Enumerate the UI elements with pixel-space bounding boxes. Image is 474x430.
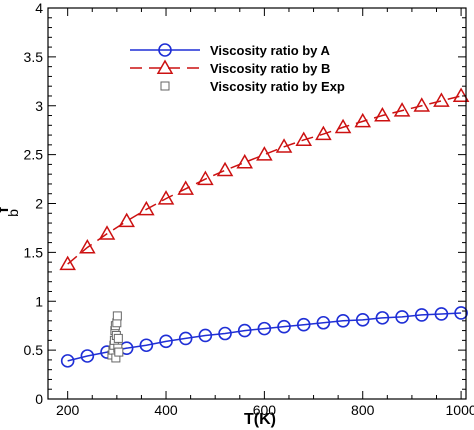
data-point [118,212,135,228]
legend-marker [156,59,174,74]
data-point [198,328,213,343]
y-tick-label: 3 [35,98,43,114]
series-2 [107,311,124,363]
y-axis-label-group: f b [0,207,21,217]
series-line [67,95,462,265]
data-point [414,308,429,322]
x-tick-label: 400 [154,402,178,418]
data-point [334,118,352,134]
data-point [177,180,194,195]
data-point [316,315,331,330]
data-point [395,310,409,324]
legend-marker [158,43,172,57]
y-tick-label: 0.5 [24,342,44,358]
data-point [79,238,96,254]
x-tick-label: 600 [253,402,277,418]
legend: Viscosity ratio by A Viscosity ratio by B… [130,43,345,94]
y-tick-label: 3.5 [24,49,44,65]
x-tick-label: 1000 [446,402,474,418]
legend-label: Viscosity ratio by A [210,43,331,58]
data-point [80,349,95,363]
data-point [218,326,232,341]
data-point [375,311,390,325]
legend-label: Viscosity ratio by B [210,61,330,76]
y-tick-label: 2 [35,196,43,212]
data-point [433,92,450,107]
y-tick-label: 1 [35,293,43,309]
y-tick-label: 1.5 [24,244,44,260]
data-point [216,161,234,177]
data-point [59,255,76,271]
data-point [275,138,293,153]
x-tick-label: 800 [351,402,375,418]
y-axis-label-subscript: b [5,209,21,217]
data-point [114,347,124,357]
data-point [277,319,291,334]
data-point [178,331,193,346]
data-point [296,317,311,332]
data-point [197,170,214,186]
data-point [139,338,154,353]
y-tick-label: 0 [35,391,43,407]
data-point [138,200,155,216]
x-tick-label: 200 [56,402,80,418]
data-point [295,131,313,146]
data-point [159,334,173,349]
y-axis-label: f [0,207,12,213]
data-point [374,107,391,122]
data-point [60,354,75,368]
data-point [112,311,122,321]
legend-marker [160,81,170,91]
y-tick-label: 2.5 [24,147,44,163]
data-point [413,97,431,112]
data-point [452,87,470,102]
series-1 [59,87,470,271]
data-point [237,323,252,338]
data-point [113,333,123,343]
data-point [336,313,350,328]
data-point [315,125,332,141]
data-point [434,307,449,321]
x-axis-label: T(K) [244,411,276,428]
data-point [236,153,253,169]
data-point [257,321,272,336]
data-point [355,313,370,327]
data-point [157,190,175,205]
y-tick-label: 4 [35,0,43,16]
data-point [98,225,116,240]
data-point [354,112,372,128]
legend-label: Viscosity ratio by Exp [210,79,345,94]
axes: 200 400 600 800 1000 0 0.5 1 1.5 2 2.5 3 3.5 4 [24,0,474,418]
data-point [393,102,411,117]
data-point [256,146,273,161]
data-point [454,306,468,320]
plot-area [59,87,470,368]
